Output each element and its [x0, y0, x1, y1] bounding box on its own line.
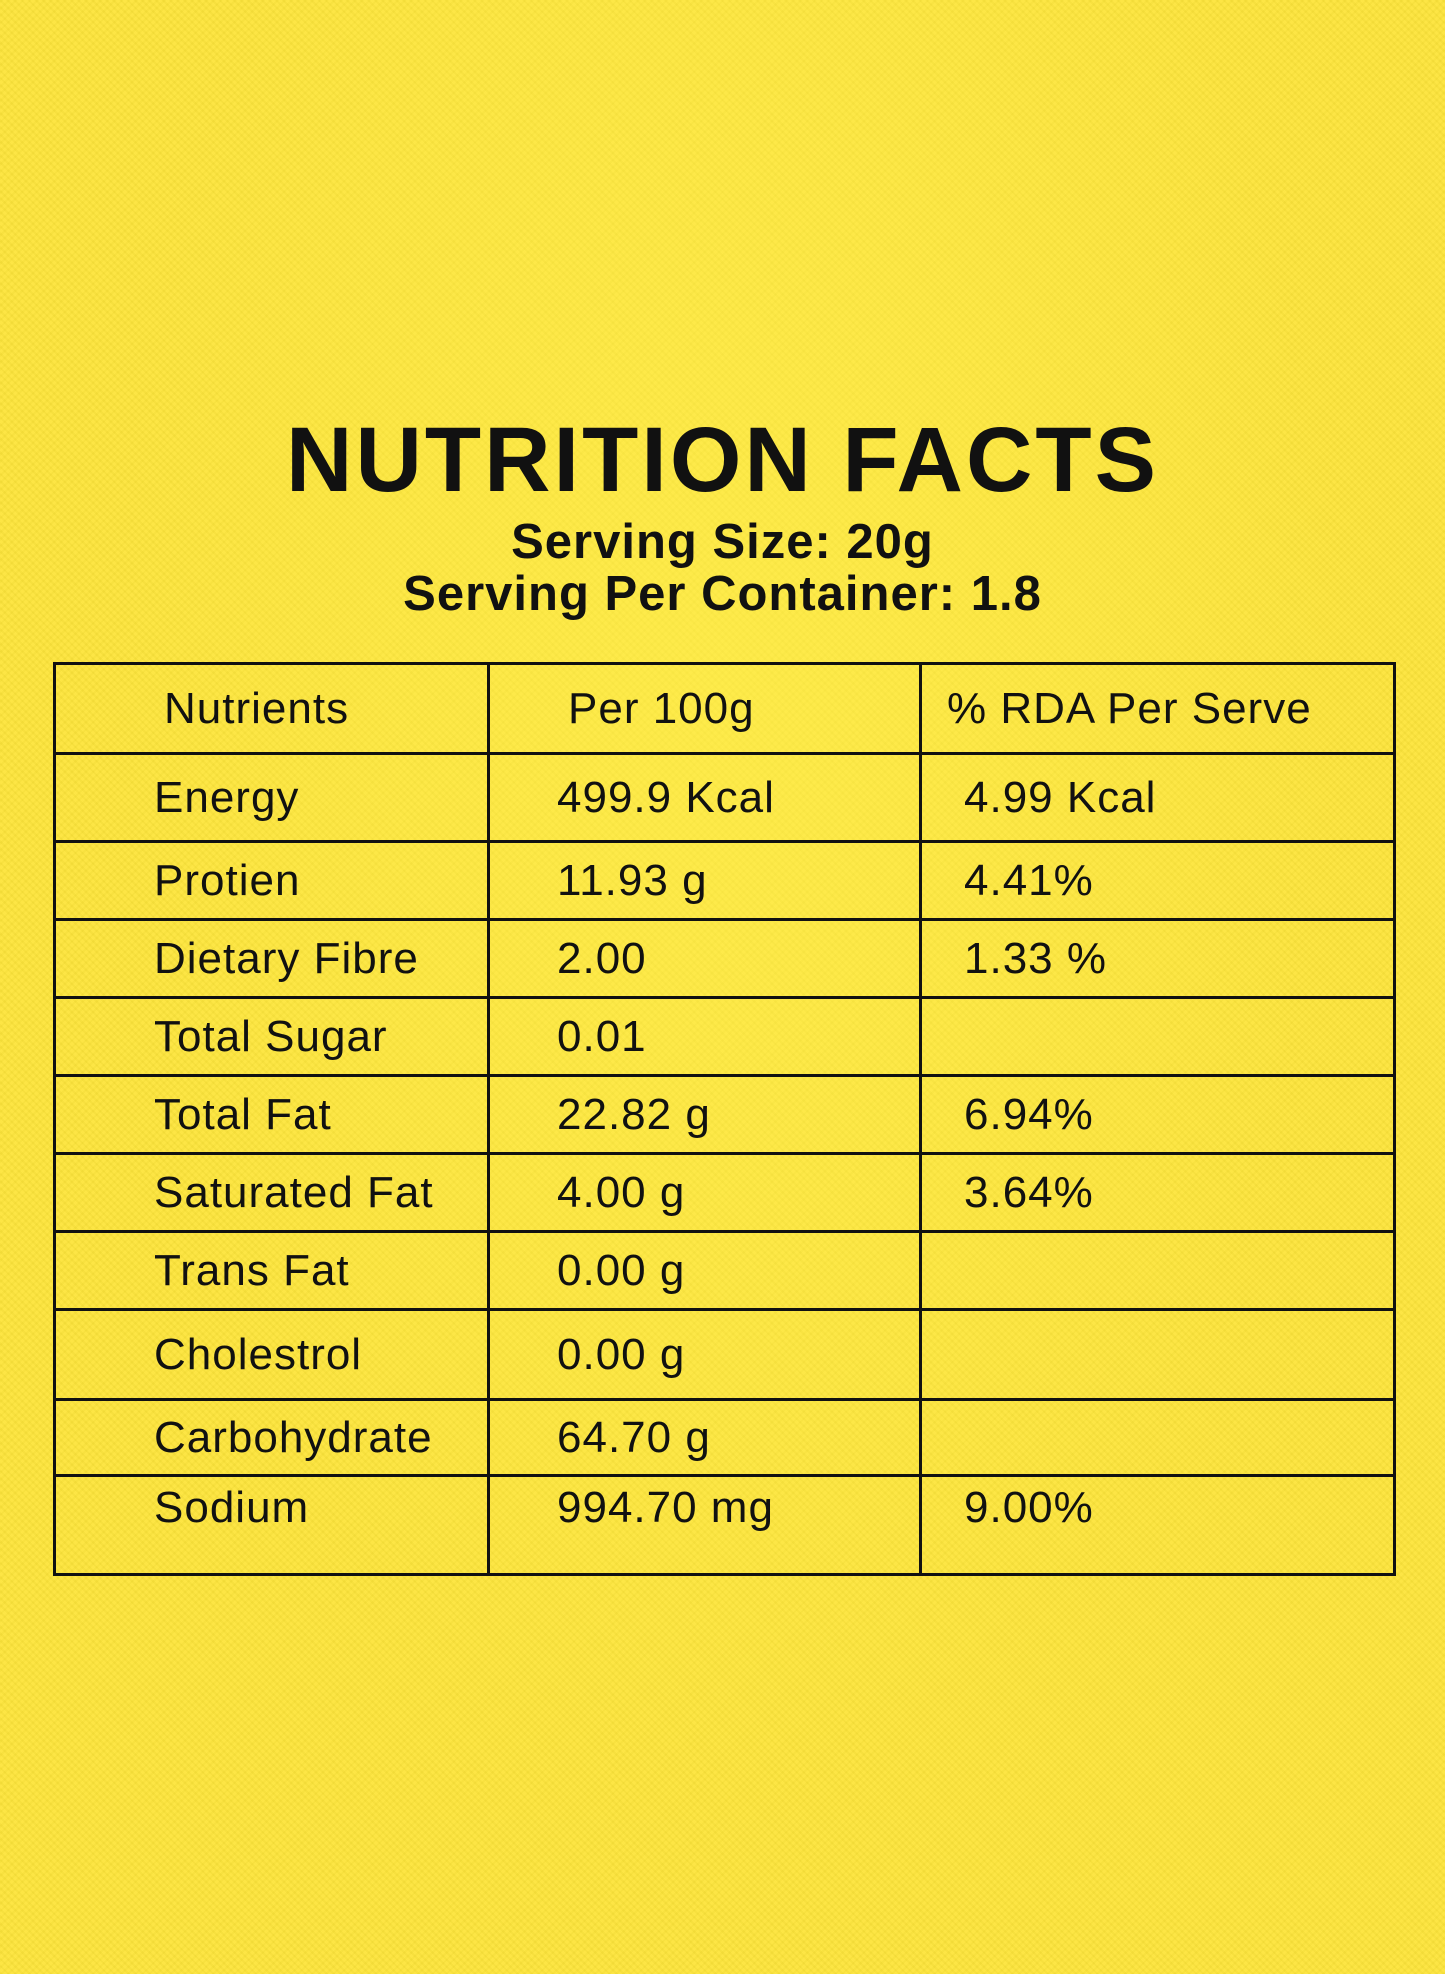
- nutrient-name: Dietary Fibre: [53, 918, 490, 999]
- nutrient-rda: [919, 1398, 1396, 1477]
- nutrient-per-100g: 994.70 mg: [487, 1474, 922, 1576]
- table-row: Carbohydrate 64.70 g: [53, 1398, 1396, 1477]
- nutrient-per-100g: 0.01: [487, 996, 922, 1077]
- nutrient-rda: 9.00%: [919, 1474, 1396, 1576]
- page-title: NUTRITION FACTS: [286, 409, 1159, 511]
- table-row: Trans Fat 0.00 g: [53, 1230, 1396, 1311]
- table-row: Dietary Fibre 2.00 1.33 %: [53, 918, 1396, 999]
- nutrient-name: Trans Fat: [53, 1230, 490, 1311]
- table-row: Energy 499.9 Kcal 4.99 Kcal: [53, 752, 1396, 843]
- nutrient-per-100g: 2.00: [487, 918, 922, 999]
- nutrient-name: Energy: [53, 752, 490, 843]
- nutrient-per-100g: 11.93 g: [487, 840, 922, 921]
- nutrient-name: Carbohydrate: [53, 1398, 490, 1477]
- servings-per-container: Serving Per Container: 1.8: [403, 567, 1042, 621]
- nutrient-per-100g: 22.82 g: [487, 1074, 922, 1155]
- nutrient-per-100g: 499.9 Kcal: [487, 752, 922, 843]
- table-row: Total Sugar 0.01: [53, 996, 1396, 1077]
- nutrient-name: Total Fat: [53, 1074, 490, 1155]
- nutrient-rda: [919, 1230, 1396, 1311]
- column-header-nutrients: Nutrients: [53, 662, 490, 755]
- column-header-rda: % RDA Per Serve: [919, 662, 1396, 755]
- nutrient-rda: 4.41%: [919, 840, 1396, 921]
- nutrient-per-100g: 0.00 g: [487, 1230, 922, 1311]
- nutrient-per-100g: 64.70 g: [487, 1398, 922, 1477]
- table-row: Protien 11.93 g 4.41%: [53, 840, 1396, 921]
- nutrient-rda: 3.64%: [919, 1152, 1396, 1233]
- nutrient-rda: 6.94%: [919, 1074, 1396, 1155]
- nutrition-table: Nutrients Per 100g % RDA Per Serve Energ…: [53, 662, 1396, 1576]
- table-row: Total Fat 22.82 g 6.94%: [53, 1074, 1396, 1155]
- nutrient-name: Protien: [53, 840, 490, 921]
- nutrient-name: Saturated Fat: [53, 1152, 490, 1233]
- table-header-row: Nutrients Per 100g % RDA Per Serve: [53, 662, 1396, 755]
- column-header-per-100g: Per 100g: [487, 662, 922, 755]
- table-row: Cholestrol 0.00 g: [53, 1308, 1396, 1401]
- serving-size: Serving Size: 20g: [511, 515, 934, 569]
- nutrient-rda: [919, 1308, 1396, 1401]
- nutrient-name: Sodium: [53, 1474, 490, 1576]
- nutrient-per-100g: 0.00 g: [487, 1308, 922, 1401]
- nutrient-rda: [919, 996, 1396, 1077]
- nutrient-rda: 4.99 Kcal: [919, 752, 1396, 843]
- nutrient-rda: 1.33 %: [919, 918, 1396, 999]
- nutrient-name: Cholestrol: [53, 1308, 490, 1401]
- table-row: Sodium 994.70 mg 9.00%: [53, 1474, 1396, 1576]
- nutrient-name: Total Sugar: [53, 996, 490, 1077]
- table-row: Saturated Fat 4.00 g 3.64%: [53, 1152, 1396, 1233]
- nutrient-per-100g: 4.00 g: [487, 1152, 922, 1233]
